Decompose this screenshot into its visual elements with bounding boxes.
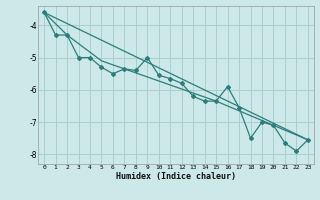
X-axis label: Humidex (Indice chaleur): Humidex (Indice chaleur) (116, 172, 236, 181)
